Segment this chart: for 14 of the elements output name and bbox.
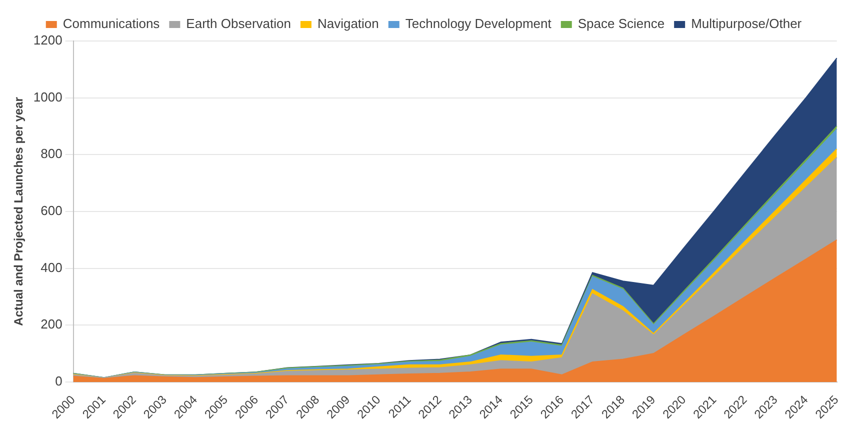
y-tick-label: 800 [40, 146, 62, 162]
y-tick-label: 600 [40, 203, 62, 218]
legend-label: Technology Development [405, 16, 552, 32]
y-tick-label: 1200 [33, 32, 62, 48]
legend-label: Earth Observation [186, 16, 291, 32]
y-tick-label: 1000 [33, 89, 62, 104]
legend-label: Multipurpose/Other [691, 16, 802, 32]
y-tick-label: 400 [40, 260, 62, 275]
legend-label: Space Science [578, 16, 665, 32]
y-axis-title: Actual and Projected Launches per year [12, 96, 26, 326]
legend-label: Navigation [317, 16, 379, 32]
y-tick-label: 0 [55, 374, 62, 389]
y-tick-label: 200 [40, 316, 62, 332]
legend-label: Communications [62, 16, 160, 32]
